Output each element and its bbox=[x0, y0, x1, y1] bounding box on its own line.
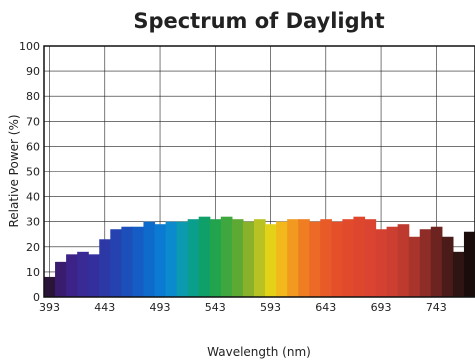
x-axis-ticks: 393 443 493 543 593 643 693 743 bbox=[39, 301, 447, 314]
x-tick-label-693: 693 bbox=[371, 301, 392, 314]
bar-668 bbox=[353, 216, 366, 297]
bar-398 bbox=[55, 261, 67, 297]
y-tick-label-50: 50 bbox=[26, 166, 40, 179]
bar-678 bbox=[364, 219, 377, 297]
bar-538 bbox=[209, 219, 222, 297]
bar-728 bbox=[419, 229, 432, 297]
bar-708 bbox=[397, 224, 410, 297]
bar-628 bbox=[309, 221, 321, 297]
x-tick-label-643: 643 bbox=[315, 301, 336, 314]
bar-468 bbox=[132, 226, 145, 297]
y-tick-label-20: 20 bbox=[26, 241, 40, 254]
x-tick-label-743: 743 bbox=[426, 301, 447, 314]
bar-408 bbox=[66, 254, 78, 297]
y-tick-label-90: 90 bbox=[26, 65, 40, 78]
chart-title: Spectrum of Daylight bbox=[133, 9, 384, 33]
y-tick-label-10: 10 bbox=[26, 266, 40, 279]
bar-418 bbox=[77, 251, 89, 297]
bar-638 bbox=[320, 219, 332, 297]
bar-478 bbox=[143, 221, 156, 297]
y-tick-label-80: 80 bbox=[26, 90, 40, 103]
bar-488 bbox=[154, 224, 167, 297]
bar-578 bbox=[253, 219, 266, 297]
bar-588 bbox=[265, 224, 277, 297]
y-tick-label-40: 40 bbox=[26, 191, 40, 204]
y-axis-ticks: 0 10 20 30 40 50 60 70 80 90 100 bbox=[19, 40, 40, 304]
bar-748 bbox=[441, 236, 454, 297]
bar-768 bbox=[463, 231, 475, 297]
x-tick-label-593: 593 bbox=[260, 301, 281, 314]
bar-498 bbox=[165, 221, 178, 297]
bar-718 bbox=[408, 236, 421, 297]
spectrum-bars bbox=[44, 216, 475, 297]
bar-528 bbox=[198, 216, 211, 297]
bar-688 bbox=[375, 229, 388, 297]
bar-508 bbox=[176, 221, 189, 297]
y-tick-label-70: 70 bbox=[26, 115, 40, 128]
x-tick-label-443: 443 bbox=[94, 301, 115, 314]
plot-frame bbox=[43, 45, 475, 298]
y-tick-label-30: 30 bbox=[26, 216, 40, 229]
x-tick-label-543: 543 bbox=[205, 301, 226, 314]
y-tick-label-100: 100 bbox=[19, 40, 40, 53]
y-tick-label-0: 0 bbox=[33, 291, 40, 304]
bar-388 bbox=[44, 276, 56, 297]
y-tick-label-60: 60 bbox=[26, 140, 40, 153]
bar-548 bbox=[220, 216, 233, 297]
bar-648 bbox=[331, 221, 343, 297]
bar-618 bbox=[298, 219, 310, 297]
bar-428 bbox=[88, 254, 100, 297]
bar-518 bbox=[187, 219, 200, 297]
bar-568 bbox=[242, 221, 255, 297]
bar-458 bbox=[121, 226, 134, 297]
bar-698 bbox=[386, 226, 399, 297]
bar-658 bbox=[342, 219, 355, 297]
y-axis-label: Relative Power (%) bbox=[7, 114, 21, 227]
bar-738 bbox=[430, 226, 443, 297]
x-axis-label: Wavelength (nm) bbox=[207, 345, 311, 359]
bar-438 bbox=[99, 239, 111, 297]
bar-448 bbox=[110, 229, 122, 297]
bar-608 bbox=[287, 219, 299, 297]
x-tick-label-493: 493 bbox=[150, 301, 171, 314]
bar-598 bbox=[276, 221, 288, 297]
bar-558 bbox=[231, 219, 244, 297]
bar-758 bbox=[452, 251, 465, 297]
x-tick-label-393: 393 bbox=[39, 301, 60, 314]
